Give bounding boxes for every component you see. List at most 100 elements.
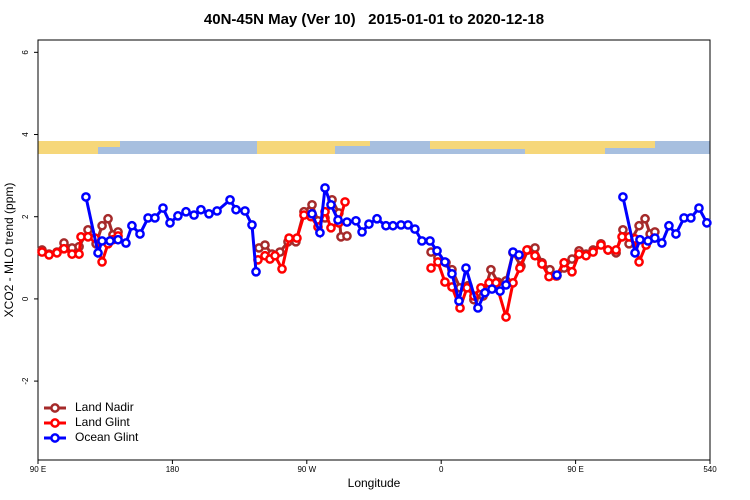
point: [270, 250, 280, 261]
point: [618, 192, 628, 202]
point: [650, 233, 660, 243]
point: [342, 217, 352, 227]
point: [630, 248, 640, 258]
point: [388, 220, 398, 231]
point: [440, 277, 450, 287]
point: [225, 195, 235, 205]
point: [537, 259, 547, 269]
point: [514, 250, 524, 260]
point: [121, 238, 131, 248]
point: [686, 213, 696, 223]
point: [251, 266, 261, 277]
legend-marker: [50, 433, 60, 443]
point: [204, 208, 214, 219]
point: [480, 287, 490, 298]
point: [181, 206, 191, 217]
point: [326, 222, 336, 233]
point: [495, 286, 505, 296]
point: [432, 245, 442, 256]
point: [454, 296, 464, 306]
point: [127, 220, 137, 231]
legend-marker: [50, 403, 60, 413]
point: [357, 227, 367, 237]
point: [410, 224, 420, 234]
point: [260, 240, 270, 250]
land-band: [335, 141, 370, 146]
x-tick-label: 90 E: [567, 465, 583, 474]
point: [559, 257, 569, 268]
point: [447, 268, 457, 279]
point: [515, 263, 525, 273]
point: [74, 249, 84, 259]
point: [596, 240, 606, 250]
x-tick-label: 180: [166, 465, 180, 474]
point: [461, 263, 471, 273]
y-tick-label: 4: [21, 132, 30, 137]
point: [664, 220, 674, 231]
point: [522, 245, 532, 255]
point: [340, 197, 350, 207]
point: [315, 227, 325, 238]
land-band: [257, 141, 335, 154]
point: [611, 245, 621, 255]
point: [440, 257, 450, 267]
point: [326, 199, 336, 210]
point: [501, 280, 511, 290]
point: [158, 203, 168, 213]
point: [189, 210, 199, 220]
point: [581, 250, 591, 261]
y-axis-label: XCO2 - MLO trend (ppm): [2, 183, 16, 318]
point: [603, 245, 613, 255]
point: [567, 266, 577, 277]
surface-mask-band: [38, 141, 710, 154]
x-tick-label: 540: [703, 465, 717, 474]
point: [425, 236, 435, 246]
point: [231, 204, 241, 215]
point: [277, 264, 287, 274]
y-tick-label: 6: [21, 50, 30, 55]
chart-title: 40N-45N May (Ver 10) 2015-01-01 to 2020-…: [204, 11, 544, 28]
point: [173, 211, 183, 221]
point: [81, 192, 91, 202]
x-axis-label: Longitude: [348, 476, 401, 490]
land-band: [525, 141, 605, 154]
point: [212, 206, 222, 216]
x-tick-label: 0: [439, 465, 444, 474]
series-line: [41, 196, 656, 302]
point: [52, 248, 62, 258]
point: [530, 250, 540, 261]
legend-label: Land Nadir: [75, 400, 134, 414]
y-tick-label: -2: [21, 377, 30, 385]
point: [487, 284, 497, 294]
point: [97, 257, 107, 267]
point: [240, 206, 250, 216]
point: [292, 233, 302, 243]
point: [588, 247, 598, 257]
point: [486, 264, 496, 275]
point: [320, 183, 330, 193]
point: [657, 238, 667, 248]
point: [694, 203, 704, 213]
point: [640, 213, 650, 224]
point: [552, 270, 562, 280]
y-tick-label: 0: [21, 296, 30, 301]
point: [135, 229, 145, 239]
y-tick-label: 2: [21, 214, 30, 219]
point: [426, 263, 436, 273]
x-tick-label: 90 W: [297, 465, 316, 474]
point: [364, 219, 374, 229]
land-band: [605, 141, 655, 148]
point: [307, 208, 317, 219]
point: [671, 229, 681, 239]
point: [635, 234, 645, 245]
point: [501, 312, 511, 322]
point: [403, 220, 413, 230]
point: [97, 220, 107, 231]
point: [372, 213, 382, 224]
point: [473, 303, 483, 313]
point: [417, 236, 427, 246]
point: [634, 220, 644, 231]
land-band: [430, 141, 525, 149]
point: [105, 236, 115, 246]
